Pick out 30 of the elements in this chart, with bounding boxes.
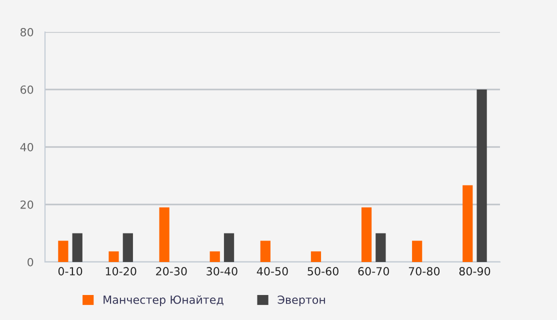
bar <box>159 207 170 262</box>
bar <box>210 251 220 262</box>
x-tick-label: 60-70 <box>358 267 390 276</box>
x-tick-label: 10-20 <box>106 267 136 276</box>
x-tick-label: 20-30 <box>156 267 187 276</box>
y-tick-label: 60 <box>20 85 34 94</box>
x-tick-label: 70-80 <box>408 267 440 276</box>
bar <box>58 240 68 262</box>
bar <box>260 240 270 262</box>
y-tick-label: 20 <box>20 200 34 209</box>
x-tick-label: 40-50 <box>256 267 288 276</box>
bar <box>462 185 473 262</box>
x-tick-label: 50-60 <box>308 267 338 276</box>
bar <box>122 233 133 262</box>
bar <box>72 233 82 262</box>
x-tick-label: 30-40 <box>206 267 238 276</box>
bar <box>224 233 234 262</box>
legend-label: Манчестер Юнайтед <box>104 295 224 306</box>
bar <box>108 251 119 262</box>
bar <box>310 251 322 262</box>
y-tick-label: 0 <box>28 258 34 266</box>
bar <box>412 240 422 262</box>
legend-label: Эвертон <box>278 296 325 306</box>
x-tick-label: 80-90 <box>459 267 490 276</box>
bar <box>376 233 386 262</box>
x-tick-label: 0-10 <box>58 267 82 276</box>
y-tick-label: 80 <box>20 28 34 36</box>
bar <box>476 90 487 262</box>
bar <box>361 207 372 262</box>
y-tick-label: 40 <box>20 142 34 152</box>
